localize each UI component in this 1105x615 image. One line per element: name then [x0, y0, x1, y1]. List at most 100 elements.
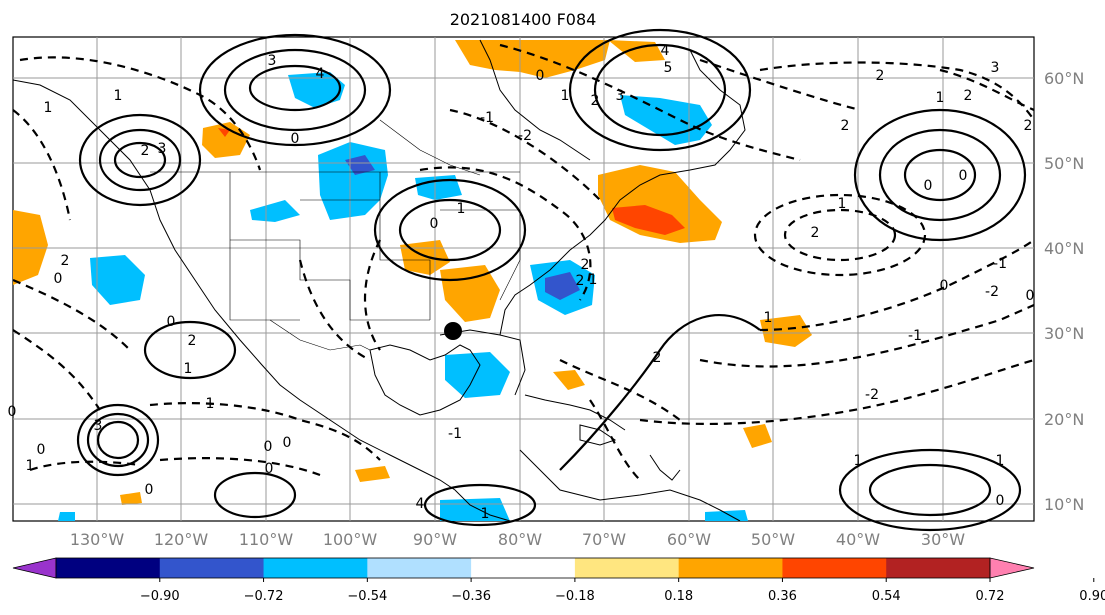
anomaly-negative-patch [545, 272, 580, 300]
lon-label: 80°W [498, 530, 542, 549]
anomaly-positive-patch [553, 370, 585, 390]
lon-label: 130°W [70, 530, 125, 549]
contour-label: 0 [37, 442, 46, 458]
contour-label: 1 [206, 396, 215, 412]
contour-label: 0 [54, 271, 63, 287]
colorbar-extend-low [12, 557, 57, 579]
colorbar-segment [678, 558, 783, 578]
contour-label: 2 [141, 143, 150, 159]
contour-label: -1 [908, 328, 922, 344]
colorbar-segment [367, 558, 472, 578]
colorbar-tick-label: 0.36 [768, 589, 797, 604]
colorbar-outline [55, 557, 991, 579]
colorbar: −0.90 −0.72 −0.54 −0.36 −0.18 0.18 0.36 0.54 0.7… [12, 557, 1105, 604]
lat-label: 30°N [1044, 324, 1084, 343]
contour-label: 1 [481, 506, 490, 522]
contour-label: 0 [291, 131, 300, 147]
lat-label: 50°N [1044, 154, 1084, 173]
colorbar-segment [56, 558, 161, 578]
lon-label: 100°W [323, 530, 378, 549]
colorbar-segment [886, 558, 991, 578]
contour-label: 0 [536, 68, 545, 84]
colorbar-extend-high [989, 557, 1035, 579]
contour-label: 1 [26, 458, 35, 474]
contour-label: 1 [457, 201, 466, 217]
colorbar-segment [782, 558, 887, 578]
anomaly-negative-patch [705, 510, 748, 521]
contour-label: 2 [188, 333, 197, 349]
anomaly-negative-patch [345, 155, 375, 175]
anomaly-negative-patch [250, 200, 300, 222]
contour-label: 0 [959, 168, 968, 184]
map-frame [12, 36, 1035, 522]
contour-label: 4 [316, 66, 325, 82]
contour-label: 0 [996, 493, 1005, 509]
contour-label: 1 [854, 453, 863, 469]
anomaly-positive-patch [202, 122, 250, 158]
colorbar-tick-label: −0.90 [140, 589, 180, 604]
lon-label: 110°W [239, 530, 294, 549]
lat-label: 60°N [1044, 69, 1084, 88]
contour-label: 0 [145, 482, 154, 498]
contour-label: 3 [158, 141, 167, 157]
colorbar-tick-label: −0.72 [244, 589, 284, 604]
contour-label: 0 [283, 435, 292, 451]
colorbar-tick-label: 0.18 [664, 589, 693, 604]
contour-label: 1 [838, 196, 847, 212]
contour-label: 2 [964, 88, 973, 104]
contour-label: 2 [61, 253, 70, 269]
contour-label: 2 [591, 93, 600, 109]
contour-label: -2 [518, 128, 532, 144]
contour-label: 5 [664, 60, 673, 76]
anomaly-negative-patch [90, 255, 145, 305]
contour-label: 1 [589, 272, 598, 288]
graticule [13, 37, 1034, 521]
lon-label: 50°W [751, 530, 795, 549]
contour-label: 1 [996, 453, 1005, 469]
colorbar-segment [574, 558, 680, 578]
anomaly-negative-patch [58, 512, 75, 521]
contour-label: -2 [985, 284, 999, 300]
contour-label: 2 [876, 68, 885, 84]
colorbar-tick-label: −0.36 [451, 589, 491, 604]
dashed-contours [12, 43, 1035, 481]
marker-dot [444, 322, 462, 340]
contour-label: 0 [924, 178, 933, 194]
contour-label: 2 [576, 273, 585, 289]
contour-label: -2 [865, 387, 879, 403]
lon-label: 60°W [667, 530, 711, 549]
anomaly-positive-patch [743, 424, 772, 448]
contour-label: 0 [430, 216, 439, 232]
contour-label: -1 [480, 110, 494, 126]
colorbar-segment [263, 558, 368, 578]
anomaly-positive-patch [612, 205, 685, 235]
lon-label: 90°W [413, 530, 457, 549]
contour-label: 0 [167, 314, 176, 330]
contour-label: 0 [8, 404, 17, 420]
contour-label: -1 [993, 256, 1007, 272]
colorbar-segment [471, 558, 576, 578]
contour-label: 1 [114, 88, 123, 104]
contour-label: 2 [1024, 118, 1033, 134]
solid-contours [76, 28, 1027, 532]
contour-label: 2 [653, 350, 662, 366]
lon-label: 30°W [921, 530, 965, 549]
contour-label: 4 [416, 496, 425, 512]
contour-label: 1 [936, 90, 945, 106]
colorbar-tick-label: 0.72 [976, 589, 1005, 604]
anomaly-negative-patch [288, 72, 345, 108]
anomaly-negative-patch [445, 352, 510, 398]
map-title: 2021081400 F084 [450, 10, 597, 29]
contour-label: -1 [448, 426, 462, 442]
contour-label: 3 [991, 60, 1000, 76]
contour-label: 3 [268, 53, 277, 69]
lat-label: 40°N [1044, 239, 1084, 258]
colorbar-segment [159, 558, 265, 578]
anomaly-negative-patch [318, 142, 388, 220]
contour-label: 0 [940, 278, 949, 294]
lon-label: 120°W [154, 530, 209, 549]
anomaly-positive-patch [218, 128, 230, 137]
